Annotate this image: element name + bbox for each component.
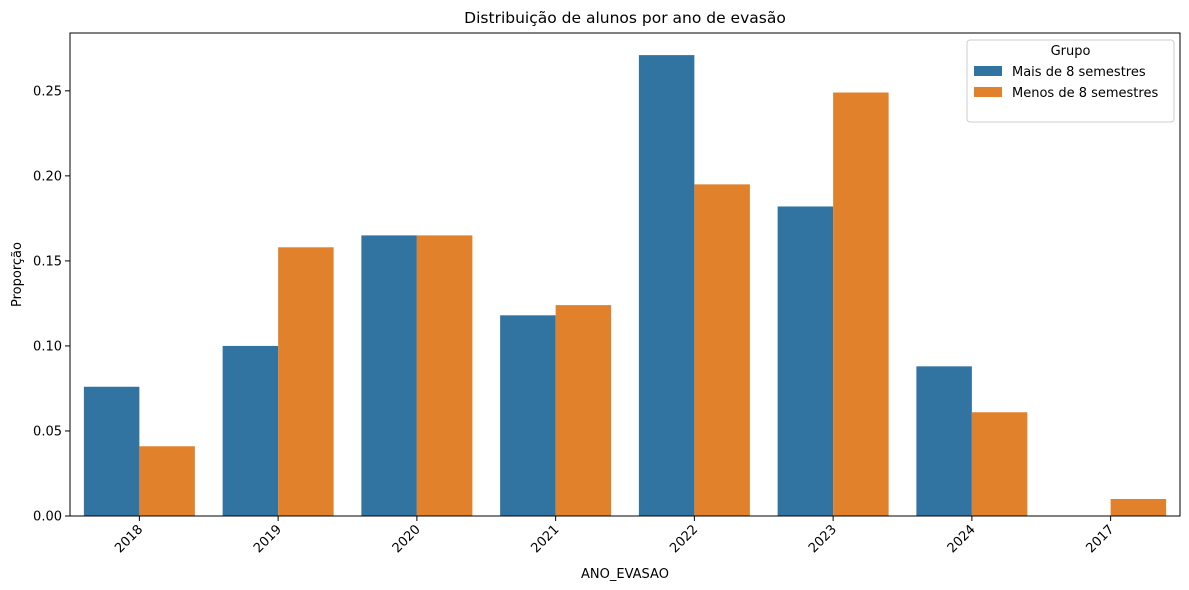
y-tick-label: 0.25 xyxy=(33,84,62,99)
bar-2023-series-2 xyxy=(833,92,889,516)
y-tick-label: 0.00 xyxy=(33,510,62,525)
bar-2019-series-2 xyxy=(278,247,334,516)
x-tick-label: 2019 xyxy=(251,522,285,556)
legend-title: Grupo xyxy=(1051,44,1091,59)
y-tick-label: 0.15 xyxy=(33,254,62,269)
y-tick-label: 0.10 xyxy=(33,339,62,354)
x-tick-label: 2024 xyxy=(945,522,979,556)
y-tick-label: 0.05 xyxy=(33,424,62,439)
bar-2024-series-2 xyxy=(971,412,1028,516)
bar-2020-series-2 xyxy=(416,235,473,517)
bar-2018-series-1 xyxy=(83,386,140,516)
bar-2021-series-1 xyxy=(500,315,556,516)
bar-2020-series-1 xyxy=(361,235,417,517)
legend-label-2: Menos de 8 semestres xyxy=(1012,86,1158,101)
legend-swatch-2 xyxy=(974,87,1002,97)
x-tick-label: 2022 xyxy=(667,522,701,556)
plot-frame xyxy=(69,32,1181,517)
bar-2022-series-2 xyxy=(694,184,750,516)
x-axis: 2018 2019 2020 2021 2022 2023 2024 2017 xyxy=(112,516,1117,556)
x-tick-label: 2020 xyxy=(390,522,424,556)
bar-2024-series-1 xyxy=(916,366,972,516)
x-tick-label: 2021 xyxy=(528,522,562,556)
bar-2017-series-2 xyxy=(1110,498,1167,516)
y-tick-label: 0.20 xyxy=(33,169,62,184)
x-axis-title: ANO_EVASAO xyxy=(581,567,669,582)
x-tick-label: 2018 xyxy=(112,522,146,556)
legend-box xyxy=(966,39,1175,123)
bar-2021-series-2 xyxy=(555,305,612,516)
legend-label-1: Mais de 8 semestres xyxy=(1012,65,1146,80)
y-axis: 0.00 0.05 0.10 0.15 0.20 0.25 xyxy=(33,84,70,525)
y-axis-title: Proporção xyxy=(10,242,25,307)
chart-title: Distribuição de alunos por ano de evasão xyxy=(464,9,786,27)
x-tick-label: 2023 xyxy=(806,522,840,556)
bar-2022-series-1 xyxy=(638,55,695,516)
bar-2018-series-2 xyxy=(139,446,195,516)
bars-layer xyxy=(83,55,1167,517)
bar-2023-series-1 xyxy=(777,206,834,516)
x-tick-label: 2017 xyxy=(1083,522,1117,556)
legend-swatch-1 xyxy=(974,66,1002,76)
legend: Grupo Mais de 8 semestres Menos de 8 seme… xyxy=(966,39,1175,123)
bar-2019-series-1 xyxy=(222,345,279,516)
